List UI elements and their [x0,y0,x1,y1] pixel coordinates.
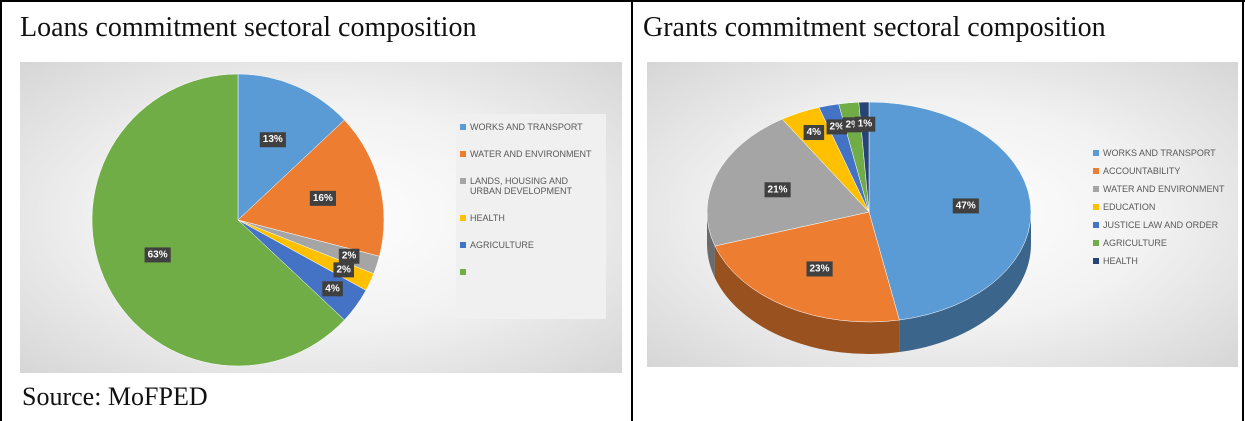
legend-label: WORKS AND TRANSPORT [1103,148,1216,158]
legend-label: WATER AND ENVIRONMENT [1103,184,1225,194]
data-label-box [803,125,825,141]
legend-swatch [460,215,466,221]
data-label-box [338,248,360,264]
data-label: 13% [263,134,283,145]
legend: WORKS AND TRANSPORT ACCOUNTABILITY WATER A… [1093,148,1238,266]
legend-item: LANDS, HOUSING AND URBAN DEVELOPMENT [460,176,602,196]
data-label-box [309,190,336,206]
legend-label: WATER AND ENVIRONMENT [470,149,592,159]
legend-item: WORKS AND TRANSPORT [1093,148,1238,158]
legend-label: LANDS, HOUSING AND URBAN DEVELOPMENT [470,176,573,196]
legend-label: HEALTH [470,213,505,223]
pie-slice [91,73,345,367]
data-label: 23% [810,263,830,274]
data-label: 47% [956,200,976,211]
legend-label: JUSTICE LAW AND ORDER [1103,220,1219,230]
chart: 47% 23% 21% 4% 2% 2% 1% WORKS AND TRANSPORT ACC… [647,62,1238,367]
legend-item: WORKS AND TRANSPORT [460,122,602,132]
data-label: 1% [858,119,873,130]
legend-label: AGRICULTURE [470,240,534,250]
legend-swatch [1093,186,1099,192]
legend-item: AGRICULTURE [460,240,602,250]
legend-item: JUSTICE LAW AND ORDER [1093,220,1238,230]
chart: 13% 16% 2% 2% 4% 63% WORKS AND TRANSPORT WATER… [20,62,622,373]
legend-swatch [1093,204,1099,210]
data-label-box [764,182,791,198]
legend-item [460,267,602,275]
data-label: 21% [768,184,788,195]
slice-side [899,212,1031,353]
legend-swatch [1093,150,1099,156]
legend-item: AGRICULTURE [1093,238,1238,248]
pie-slice [237,73,345,221]
data-label: 4% [325,283,340,294]
legend-swatch [460,242,466,248]
legend-swatch [460,269,466,275]
legend-label: WORKS AND TRANSPORT [470,122,583,132]
slice-side [714,245,900,354]
legend-swatch [460,151,466,157]
data-label-box [806,261,833,277]
border [0,0,1245,2]
legend-item: HEALTH [1093,256,1238,266]
legend-label: AGRICULTURE [1103,238,1167,248]
legend-item: HEALTH [460,213,602,223]
data-label: 2% [830,121,845,132]
legend-swatch [1093,222,1099,228]
chart-svg: 47%23%21%4%2% 2%1% [706,101,1032,354]
data-label: 4% [807,127,822,138]
legend-label: EDUCATION [1103,202,1156,212]
data-label: 2% [846,119,861,130]
border [0,0,2,421]
legend: WORKS AND TRANSPORT WATER AND ENVIRONMENT… [456,114,606,319]
data-label: 2% [342,251,357,262]
legend-swatch [460,178,466,184]
data-label: 63% [148,249,168,260]
legend-item: WATER AND ENVIRONMENT [1093,184,1238,194]
data-label: 2% [336,264,351,275]
data-label-box [144,247,171,263]
data-label-box [952,198,979,214]
legend-swatch [1093,258,1099,264]
chart-title: Grants commitment sectoral composition [643,12,1106,43]
legend-swatch [460,124,466,130]
legend-item: ACCOUNTABILITY [1093,166,1238,176]
source-note: Source: MoFPED [22,382,208,411]
legend-label: HEALTH [1103,256,1138,266]
data-label: 16% [313,193,333,204]
data-label-box [259,132,286,148]
chart-title: Loans commitment sectoral composition [20,12,477,43]
legend-item: WATER AND ENVIRONMENT [460,149,602,159]
border [1242,0,1244,421]
legend-item: EDUCATION [1093,202,1238,212]
data-label-box [333,262,355,278]
legend-label: ACCOUNTABILITY [1103,166,1181,176]
border [631,0,633,421]
legend-swatch [1093,240,1099,246]
data-label-box [854,116,876,132]
chart-svg: 13% 16% 2% 2% 4% 63% [91,73,385,367]
pie-slice [237,119,385,257]
data-label-box [322,281,343,297]
slice-side [707,212,715,278]
legend-swatch [1093,168,1099,174]
pie-slice [868,101,1032,321]
data-label-box [826,119,848,135]
